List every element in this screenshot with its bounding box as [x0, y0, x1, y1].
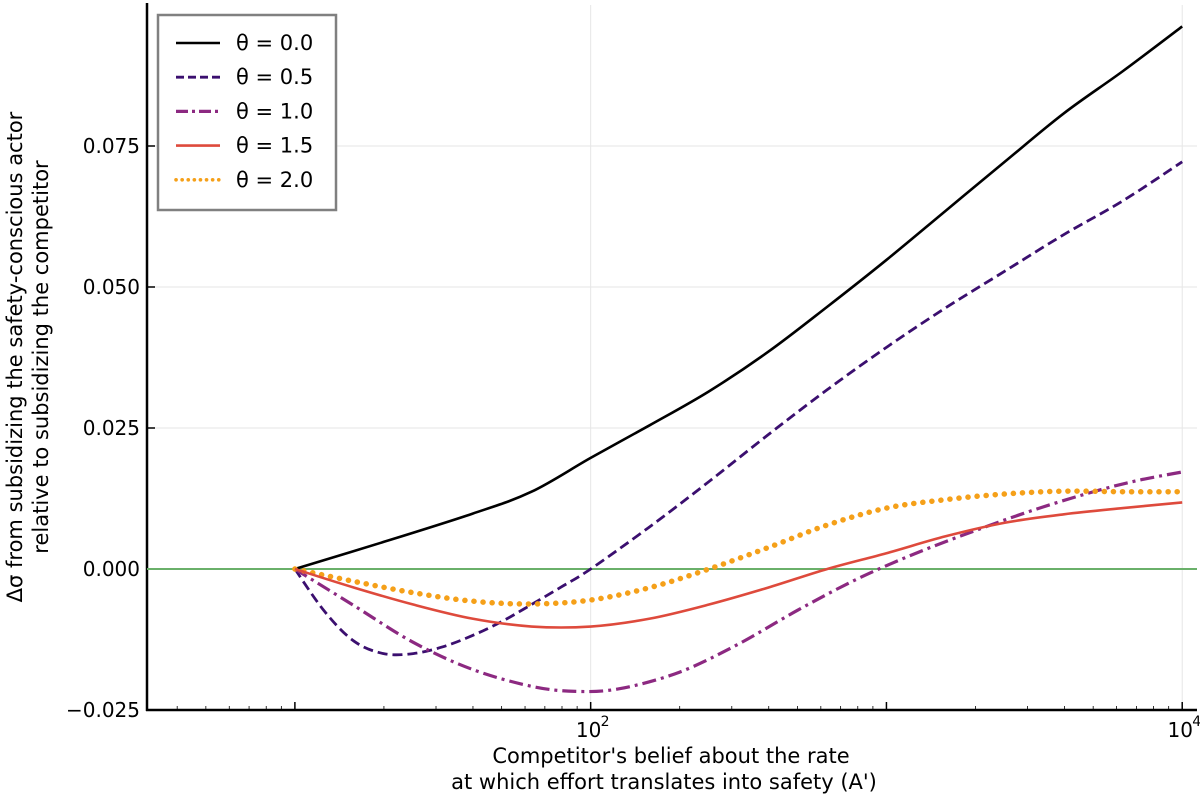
- x-tick-label-0: 10: [576, 718, 601, 742]
- legend: θ = 0.0 θ = 0.5 θ = 1.0 θ = 1.5 θ = 2.0: [156, 13, 338, 212]
- x-axis-title-line-2: at which effort translates into safety (…: [451, 770, 877, 794]
- legend-label-2: θ = 1.0: [236, 99, 313, 123]
- y-axis-title-line-1: Δσ from subsidizing the safety-conscious…: [3, 111, 27, 602]
- legend-label-1: θ = 0.5: [236, 65, 313, 89]
- series-line-theta-0: [294, 25, 1183, 571]
- y-tick-label-2: 0.025: [83, 416, 140, 440]
- series-line-theta-2: [294, 470, 1183, 694]
- x-tick-exponent-1: 4: [1192, 714, 1200, 730]
- y-tick-label-0: −0.025: [66, 698, 140, 722]
- legend-label-3: θ = 1.5: [236, 134, 313, 158]
- y-tick-label-1: 0.000: [83, 557, 140, 581]
- series-lines: [147, 25, 1197, 694]
- y-axis-title-line-2: relative to subsidizing the competitor: [29, 160, 53, 554]
- y-tick-label-4: 0.075: [83, 134, 140, 158]
- x-tick-exponent-0: 2: [601, 714, 610, 730]
- x-axis-title-line-1: Competitor's belief about the rate: [492, 744, 849, 768]
- series-line-theta-1: [293, 160, 1183, 657]
- legend-label-4: θ = 2.0: [236, 168, 313, 192]
- y-tick-label-3: 0.050: [83, 275, 140, 299]
- series-line-theta-3: [294, 501, 1183, 629]
- series-line-theta-4: [292, 488, 1185, 607]
- legend-label-0: θ = 0.0: [236, 31, 313, 55]
- x-tick-label-1: 10: [1167, 718, 1192, 742]
